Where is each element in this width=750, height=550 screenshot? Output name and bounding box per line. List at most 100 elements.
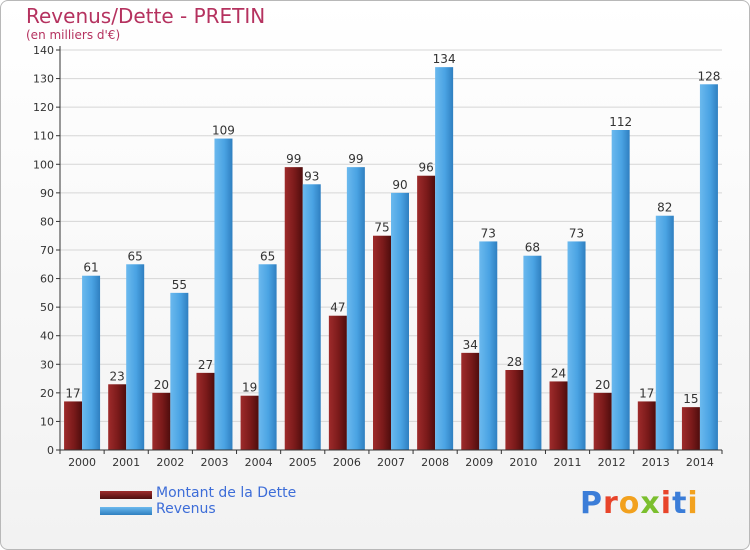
data-label-dette: 15 xyxy=(683,392,698,406)
bar-dette xyxy=(328,315,347,450)
x-tick-label: 2001 xyxy=(112,456,140,469)
y-tick-label: 30 xyxy=(40,358,54,371)
data-label-dette: 24 xyxy=(551,366,566,380)
bar-dette xyxy=(196,372,215,450)
bars xyxy=(64,67,718,451)
x-tick-label: 2010 xyxy=(509,456,537,469)
bar-revenus xyxy=(258,264,277,450)
data-label-dette: 27 xyxy=(198,358,213,372)
y-tick-label: 50 xyxy=(40,301,54,314)
proxiti-logo: Proxiti xyxy=(580,486,699,521)
logo-letter: r xyxy=(603,486,619,521)
y-tick-label: 110 xyxy=(33,130,54,143)
data-label-revenus: 65 xyxy=(128,249,143,263)
x-tick-label: 2007 xyxy=(377,456,405,469)
bar-dette xyxy=(284,167,303,450)
x-tick-label: 2009 xyxy=(465,456,493,469)
data-label-dette: 99 xyxy=(286,152,301,166)
bar-revenus xyxy=(126,264,145,450)
data-label-revenus: 128 xyxy=(697,69,720,83)
bar-revenus xyxy=(655,215,674,450)
bar-dette xyxy=(240,395,259,450)
data-label-dette: 20 xyxy=(154,378,169,392)
x-tick-label: 2006 xyxy=(333,456,361,469)
data-label-dette: 96 xyxy=(418,161,433,175)
data-label-revenus: 61 xyxy=(83,261,98,275)
y-tick-label: 140 xyxy=(33,44,54,57)
logo-letter: t xyxy=(672,486,688,521)
bar-dette xyxy=(505,370,524,450)
data-label-dette: 19 xyxy=(242,381,257,395)
x-tick-label: 2012 xyxy=(598,456,626,469)
data-label-revenus: 112 xyxy=(609,115,632,129)
y-tick-label: 0 xyxy=(47,444,54,457)
y-tick-label: 70 xyxy=(40,244,54,257)
bar-dette xyxy=(64,401,83,450)
bar-dette xyxy=(593,392,612,450)
bar-revenus xyxy=(611,130,630,450)
y-tick-label: 40 xyxy=(40,330,54,343)
bar-revenus xyxy=(214,138,233,451)
logo-letter: i xyxy=(660,486,673,521)
x-tick-label: 2005 xyxy=(289,456,317,469)
bar-dette xyxy=(637,401,656,450)
data-label-dette: 23 xyxy=(110,369,125,383)
legend-label-revenus: Revenus xyxy=(156,501,216,517)
x-tick-label: 2014 xyxy=(686,456,714,469)
bar-dette xyxy=(549,381,568,450)
data-label-revenus: 90 xyxy=(392,178,407,192)
bar-revenus xyxy=(567,241,586,450)
data-label-revenus: 99 xyxy=(348,152,363,166)
logo-letter: o xyxy=(618,486,641,521)
bar-dette xyxy=(681,407,700,450)
bar-revenus xyxy=(302,184,321,451)
logo-letter: x xyxy=(640,486,661,521)
bar-revenus xyxy=(479,241,498,450)
data-label-revenus: 109 xyxy=(212,124,235,138)
bar-revenus xyxy=(391,192,409,450)
y-tick-label: 80 xyxy=(40,215,54,228)
bar-dette xyxy=(152,392,171,450)
data-label-revenus: 55 xyxy=(172,278,187,292)
logo-letter: P xyxy=(580,486,603,521)
chart-title: Revenus/Dette - PRETIN xyxy=(26,4,266,28)
legend-swatch-dette xyxy=(100,491,152,499)
legend-swatch-revenus xyxy=(100,507,152,515)
bar-revenus xyxy=(699,84,718,451)
x-tick-label: 2004 xyxy=(245,456,273,469)
y-tick-label: 100 xyxy=(33,158,54,171)
data-label-dette: 17 xyxy=(639,386,654,400)
data-label-revenus: 65 xyxy=(260,249,275,263)
legend-label-dette: Montant de la Dette xyxy=(156,485,297,501)
y-tick-label: 90 xyxy=(40,187,54,200)
y-tick-label: 120 xyxy=(33,101,54,114)
data-label-dette: 47 xyxy=(330,301,345,315)
bar-dette xyxy=(373,235,391,450)
y-tick-label: 10 xyxy=(40,415,54,428)
data-label-revenus: 73 xyxy=(569,226,584,240)
bar-dette xyxy=(417,175,436,450)
bar-dette xyxy=(461,352,480,450)
data-label-dette: 34 xyxy=(463,338,478,352)
x-tick-label: 2008 xyxy=(421,456,449,469)
data-label-revenus: 93 xyxy=(304,169,319,183)
data-label-revenus: 73 xyxy=(481,226,496,240)
bar-revenus xyxy=(346,167,365,450)
bar-revenus xyxy=(523,255,542,450)
x-tick-label: 2003 xyxy=(200,456,228,469)
logo-letter: i xyxy=(687,486,699,521)
bar-revenus xyxy=(435,67,454,451)
data-label-dette: 75 xyxy=(374,221,389,235)
x-tick-label: 2002 xyxy=(156,456,184,469)
y-tick-label: 60 xyxy=(40,273,54,286)
axes: 0 10 20 30 40 50 60 70 80 90 100 110 120 130 140 2000 20… xyxy=(33,44,723,469)
bar-dette xyxy=(108,384,127,450)
y-tick-label: 130 xyxy=(33,73,54,86)
y-tick-label: 20 xyxy=(40,387,54,400)
data-label-revenus: 134 xyxy=(433,52,456,66)
chart-subtitle: (en milliers d'€) xyxy=(26,28,121,42)
bar-revenus xyxy=(82,275,101,450)
x-tick-label: 2011 xyxy=(554,456,582,469)
bar-revenus xyxy=(170,292,189,450)
